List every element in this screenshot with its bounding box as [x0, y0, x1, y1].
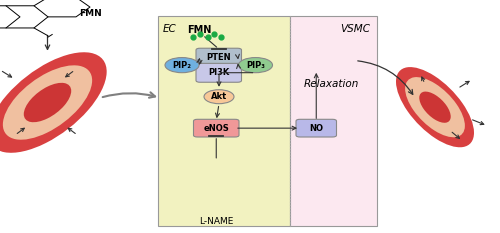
Text: Akt: Akt [211, 92, 227, 101]
Text: eNOS: eNOS [204, 124, 229, 133]
Ellipse shape [238, 58, 272, 73]
Text: L-NAME: L-NAME [199, 217, 233, 226]
Text: FMN: FMN [188, 25, 212, 35]
Ellipse shape [396, 67, 474, 147]
FancyBboxPatch shape [196, 48, 242, 67]
Text: PIP₂: PIP₂ [172, 61, 192, 70]
FancyBboxPatch shape [290, 16, 378, 226]
Text: PIP₃: PIP₃ [246, 61, 265, 70]
Text: FMN: FMN [79, 10, 102, 18]
FancyBboxPatch shape [158, 16, 290, 226]
Ellipse shape [405, 77, 465, 137]
FancyBboxPatch shape [194, 119, 239, 137]
Text: Relaxation: Relaxation [304, 79, 358, 89]
Text: PTEN: PTEN [206, 53, 231, 62]
Ellipse shape [420, 92, 450, 123]
Text: NO: NO [309, 124, 323, 133]
Ellipse shape [204, 90, 234, 104]
Ellipse shape [165, 58, 199, 73]
Ellipse shape [0, 52, 106, 153]
FancyBboxPatch shape [196, 63, 242, 82]
FancyBboxPatch shape [296, 119, 337, 137]
Ellipse shape [24, 83, 71, 122]
Text: VSMC: VSMC [340, 24, 370, 34]
Ellipse shape [3, 65, 92, 140]
Text: EC: EC [162, 24, 176, 34]
Text: PI3K: PI3K [208, 68, 230, 77]
